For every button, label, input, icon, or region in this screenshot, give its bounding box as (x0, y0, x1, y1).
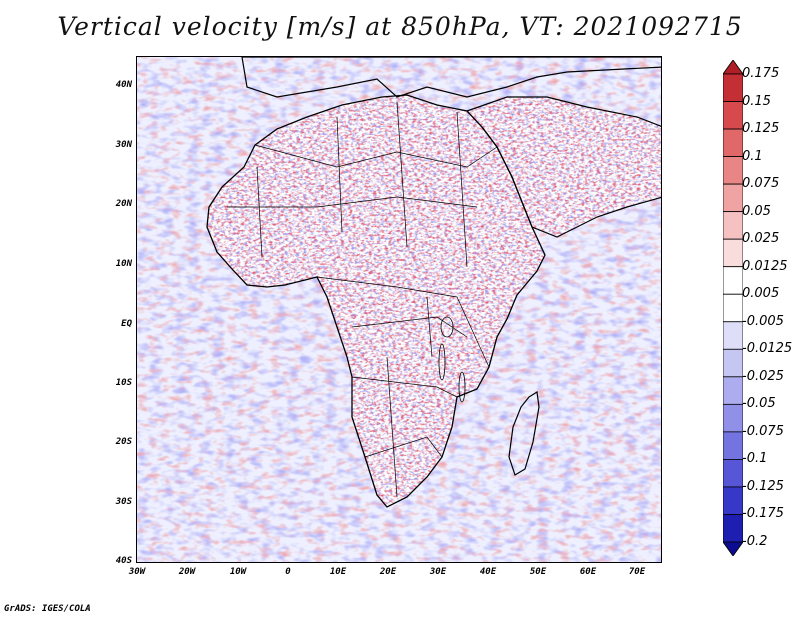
vertical-velocity-field (137, 57, 661, 562)
colorbar-label: -0.2 (742, 534, 768, 549)
lat-label-20n: 20N (115, 199, 132, 209)
map-title: Vertical velocity [m/s] at 850hPa, VT: 2… (57, 12, 743, 41)
colorbar-top-triangle (723, 60, 743, 75)
colorbar-label: 0.15 (742, 93, 771, 109)
lat-label-10n: 10N (115, 259, 132, 269)
colorbar (723, 60, 743, 556)
colorbar-segment (723, 486, 743, 515)
colorbar-segment (723, 376, 743, 405)
colorbar-segment (723, 459, 743, 488)
colorbar-label: 0.075 (742, 176, 780, 192)
lon-label-60e: 60E (579, 567, 597, 577)
colorbar-label: -0.1 (742, 451, 768, 467)
colorbar-label: 0.175 (742, 66, 780, 81)
lon-label-10w: 10W (229, 567, 247, 577)
colorbar-segment (723, 238, 743, 268)
colorbar-segment (723, 156, 743, 185)
colorbar-segment (723, 73, 743, 102)
grads-credit: GrADS: IGES/COLA (4, 604, 91, 614)
lon-label-20e: 20E (379, 567, 397, 577)
colorbar-label: 0.1 (742, 148, 763, 164)
map-plot-area[interactable] (136, 56, 662, 563)
lat-label-40s: 40S (115, 556, 132, 566)
colorbar-label: 0.0125 (742, 258, 788, 274)
colorbar-segment (723, 128, 743, 157)
lat-label-30s: 30S (115, 497, 132, 507)
lon-label-30e: 30E (429, 567, 447, 577)
colorbar-segment (723, 211, 743, 240)
colorbar-segment (723, 348, 743, 378)
colorbar-label: 0.05 (742, 203, 771, 219)
lon-label-0: 0 (285, 567, 291, 577)
lon-label-10e: 10E (329, 567, 347, 577)
colorbar-label: 0.025 (742, 231, 780, 247)
colorbar-segment (723, 101, 743, 130)
colorbar-label: -0.125 (742, 478, 784, 494)
colorbar-segment (723, 293, 743, 323)
colorbar-label: -0.05 (742, 396, 776, 412)
lon-label-30w: 30W (128, 567, 146, 577)
lon-label-40e: 40E (479, 567, 497, 577)
colorbar-segment (723, 266, 743, 295)
colorbar-label: -0.175 (742, 506, 784, 522)
lat-label-40n: 40N (115, 80, 132, 90)
colorbar-label: -0.005 (742, 313, 784, 329)
lon-label-20w: 20W (178, 567, 196, 577)
colorbar-segment (723, 514, 743, 543)
lat-label-eq: EQ (121, 319, 132, 329)
colorbar-segment (723, 321, 743, 350)
lat-label-20s: 20S (115, 437, 132, 447)
colorbar-label: 0.005 (742, 286, 780, 302)
lat-label-10s: 10S (115, 378, 132, 388)
colorbar-bottom-triangle (723, 541, 743, 556)
lon-label-50e: 50E (529, 567, 547, 577)
colorbar-label: -0.0125 (742, 341, 793, 357)
colorbar-segment (723, 403, 743, 433)
lat-label-30n: 30N (115, 140, 132, 150)
colorbar-label: -0.025 (742, 368, 784, 384)
colorbar-segment (723, 183, 743, 213)
colorbar-label: 0.125 (742, 121, 780, 137)
colorbar-segment (723, 431, 743, 460)
colorbar-label: -0.075 (742, 423, 784, 439)
lon-label-70e: 70E (628, 567, 646, 577)
